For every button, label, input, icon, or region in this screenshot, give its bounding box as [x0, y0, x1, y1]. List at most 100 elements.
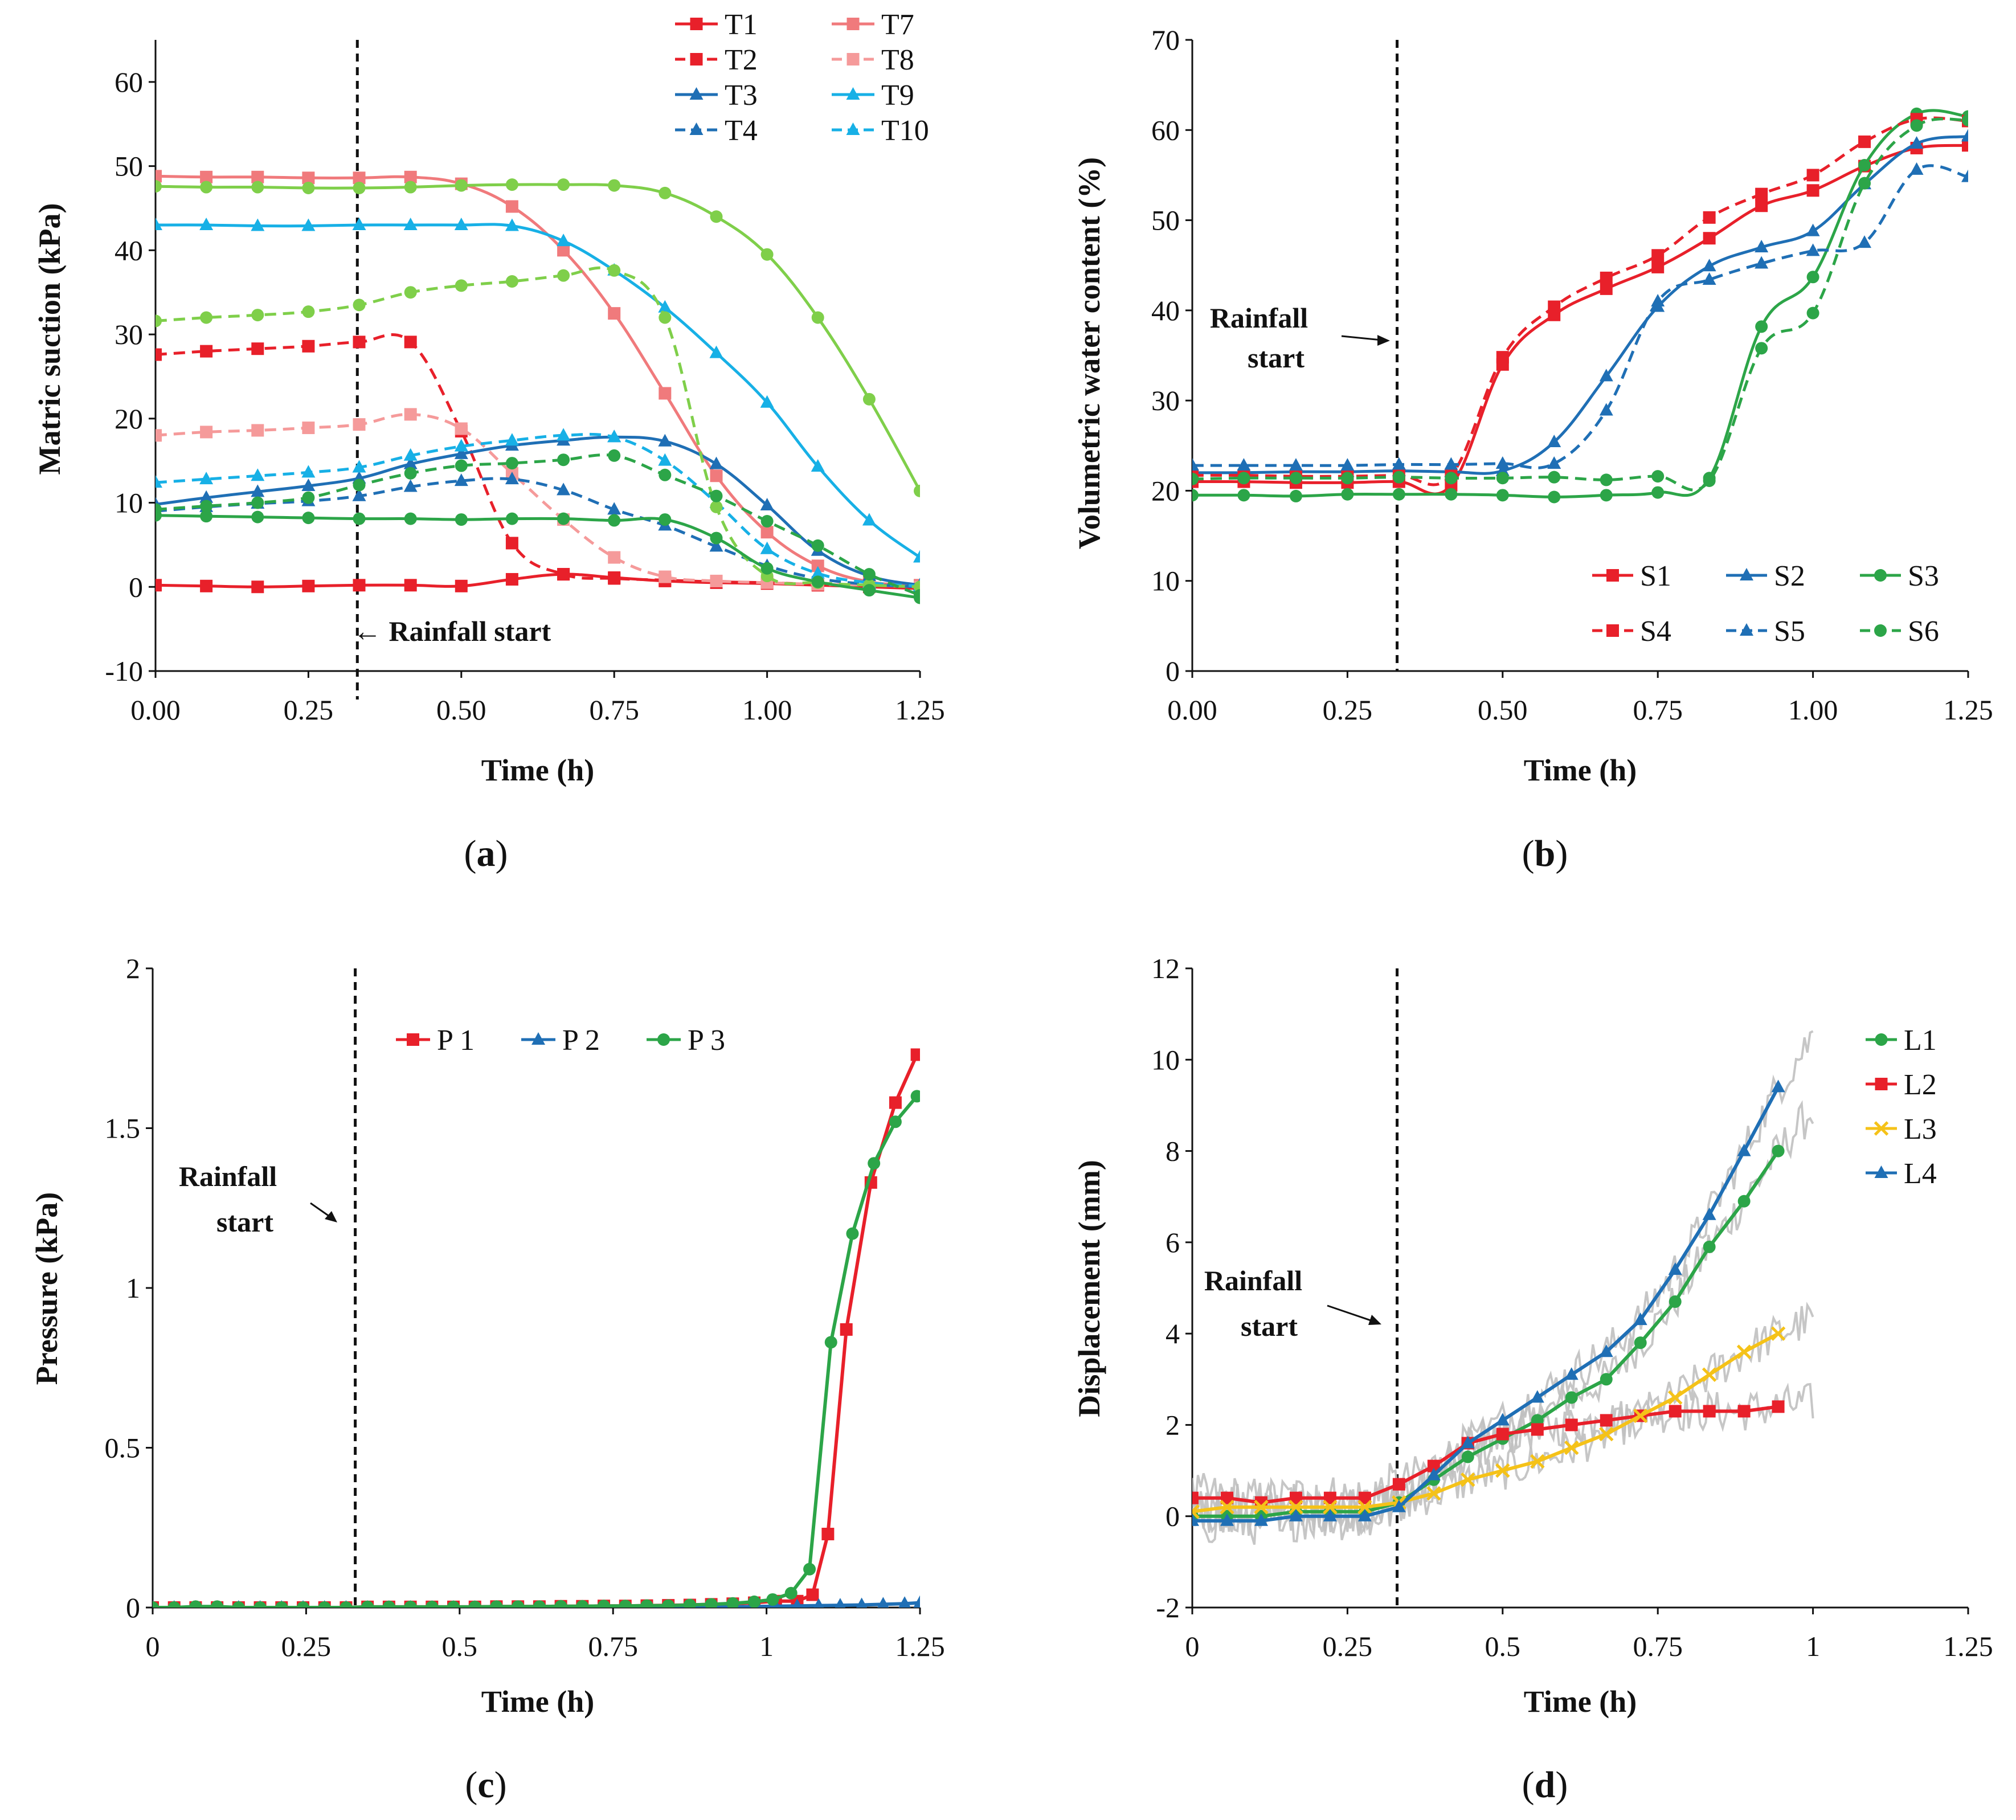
panel-c-legend-label-P-3: P 3 [688, 1024, 725, 1057]
panel-b-legend-S4-marker-0 [1606, 624, 1619, 637]
panel-b-S3-marker-1 [1237, 489, 1250, 502]
panel-c-P-3-marker-2 [189, 1600, 202, 1608]
panel-a-green-dashed-lower-marker-11 [710, 489, 723, 502]
panel-c-P-2-marker-34 [877, 1597, 889, 1608]
panel-a-T7-marker-11 [710, 469, 723, 482]
panel-b-S2-marker-15 [1961, 129, 1968, 142]
panel-a-T1-marker-7 [505, 572, 518, 586]
panel-a-T4-marker-8 [557, 482, 571, 496]
panel-a-T1-marker-2 [251, 580, 264, 594]
panel-d-legend-label-L2: L2 [1904, 1069, 1937, 1101]
panel-a-legend-label-T7: T7 [881, 9, 914, 41]
panel-c-P-3-marker-5 [253, 1601, 267, 1608]
panel-a-y-tick-label: 10 [115, 487, 143, 519]
panel-a-caption: (a) [464, 833, 508, 874]
panel-b-S1-marker-15 [1962, 139, 1968, 152]
panel-c-P-3-marker-35 [889, 1115, 902, 1128]
panel-a-green-solid-lower-marker-8 [557, 512, 570, 525]
panel-d-L2-marker-7 [1427, 1459, 1440, 1473]
panel-c-P-3-marker-17 [512, 1600, 525, 1608]
panel-b-S1-marker-12 [1806, 184, 1819, 197]
panel-a-legend-label-T3: T3 [725, 79, 758, 112]
panel-d-y-tick-label: 12 [1151, 952, 1180, 984]
panel-a-line-T8 [156, 412, 920, 588]
panel-b-S5-marker-8 [1599, 403, 1613, 416]
panel-d-L4-marker-0 [1192, 1513, 1199, 1526]
panel-b-x-tick-label: 0.75 [1633, 694, 1683, 726]
panel-c-x-tick-label: 0.25 [281, 1630, 332, 1662]
panel-d-L4-marker-10 [1530, 1390, 1544, 1403]
panel-a-T7-marker-9 [608, 307, 621, 320]
panel-d-L1-marker-14 [1669, 1295, 1682, 1308]
panel-a-T10-marker-12 [760, 541, 774, 554]
panel-a-T1-marker-0 [156, 579, 162, 592]
panel-c-legend-item-P-1: P 1 [396, 1024, 475, 1057]
panel-a-T8-marker-2 [251, 424, 264, 437]
panel-c-P-3-marker-14 [447, 1600, 460, 1608]
panel-a-green-solid-upper-marker-4 [353, 182, 366, 195]
panel-c-P-3-marker-22 [619, 1600, 632, 1608]
panel-a-T10-marker-7 [505, 433, 519, 446]
panel-d-L2-marker-6 [1392, 1478, 1405, 1491]
panel-a-T9-marker-5 [403, 218, 418, 231]
panel-a-green-dashed-upper-marker-7 [505, 275, 518, 288]
panel-b-S5-marker-15 [1961, 169, 1968, 182]
panel-a-series-T10 [156, 428, 920, 591]
panel-a-T10-marker-10 [658, 453, 672, 466]
panel-a-T4-marker-9 [607, 502, 621, 515]
panel-a-green-solid-lower-marker-7 [505, 512, 518, 525]
panel-d-line-L4 [1192, 1086, 1780, 1523]
panel-d-L4-marker-17 [1771, 1079, 1785, 1093]
panel-b-y-axis-label: Volumetric water content (%) [1072, 157, 1106, 549]
panel-d-L2-marker-14 [1669, 1405, 1682, 1418]
panel-d-L1-marker-15 [1703, 1240, 1716, 1253]
panel-b-legend-item-S3: S3 [1860, 560, 1939, 592]
panel-a-green-solid-lower-marker-4 [353, 512, 366, 525]
panel-a-T4-marker-7 [505, 472, 519, 485]
panel-a-T10-marker-5 [403, 448, 418, 461]
panel-d-L4-marker-9 [1495, 1413, 1510, 1426]
panel-c-y-tick-label: 0.5 [105, 1432, 141, 1464]
panel-b-legend-item-S5: S5 [1726, 615, 1805, 648]
panel-a-legend-T8-marker-0 [847, 53, 860, 66]
panel-d-L2-marker-0 [1192, 1491, 1199, 1504]
panel-a-green-dashed-lower-marker-13 [811, 539, 824, 552]
panel-b-S4-marker-6 [1496, 351, 1509, 364]
panel-b-line-S6 [1192, 117, 1968, 492]
panel-c-P-3-marker-9 [340, 1601, 353, 1608]
panel-d-L4-marker-11 [1564, 1367, 1579, 1380]
panel-a-legend-label-T8: T8 [881, 44, 914, 76]
panel-a-green-dashed-lower-marker-3 [302, 491, 315, 504]
panel-d-L2-marker-10 [1531, 1423, 1544, 1436]
panel-a-line-green-dashed-lower [156, 453, 920, 597]
panel-d-y-tick-label: 4 [1166, 1318, 1180, 1349]
panel-a-T8-marker-11 [710, 574, 723, 587]
panel-d-x-tick-label: 0.5 [1485, 1630, 1521, 1662]
panel-b-S3-marker-8 [1600, 489, 1613, 502]
panel-b-legend-item-S4: S4 [1592, 615, 1671, 648]
panel-b-S4-marker-7 [1548, 300, 1561, 313]
panel-c-x-axis-label: Time (h) [481, 1684, 595, 1719]
panel-b-S5-marker-9 [1651, 294, 1665, 307]
panel-d-L3-marker-7 [1426, 1486, 1441, 1501]
panel-a-green-solid-lower-marker-1 [200, 510, 213, 523]
panel-c-P-3-marker-4 [232, 1601, 245, 1608]
panel-c-y-tick-label: 0 [126, 1592, 140, 1623]
panel-c-rainfall-annotation-line1: Rainfall [179, 1160, 277, 1192]
panel-a-T4-marker-11 [709, 539, 723, 552]
panel-c-P-3-marker-26 [705, 1598, 718, 1608]
panel-a-T10-marker-3 [301, 465, 316, 478]
panel-b-series-S5 [1192, 162, 1968, 471]
panel-c-P-2-marker-36 [913, 1595, 920, 1608]
panel-a-T2-marker-1 [200, 345, 213, 358]
panel-c-legend-item-P-2: P 2 [521, 1024, 600, 1057]
panel-d-legend-label-L1: L1 [1904, 1024, 1937, 1057]
panel-b-S5-marker-6 [1495, 456, 1510, 469]
panel-b-S3-marker-9 [1651, 486, 1665, 499]
panel-a-T7-marker-5 [404, 170, 417, 183]
panel-a-T10-marker-4 [352, 460, 366, 473]
panel-a-y-tick-label: 40 [115, 234, 143, 266]
panel-c-P-3-marker-12 [404, 1600, 417, 1608]
panel-d-L2-marker-1 [1221, 1491, 1234, 1504]
panel-a-legend-item-T4: T4 [675, 114, 758, 147]
